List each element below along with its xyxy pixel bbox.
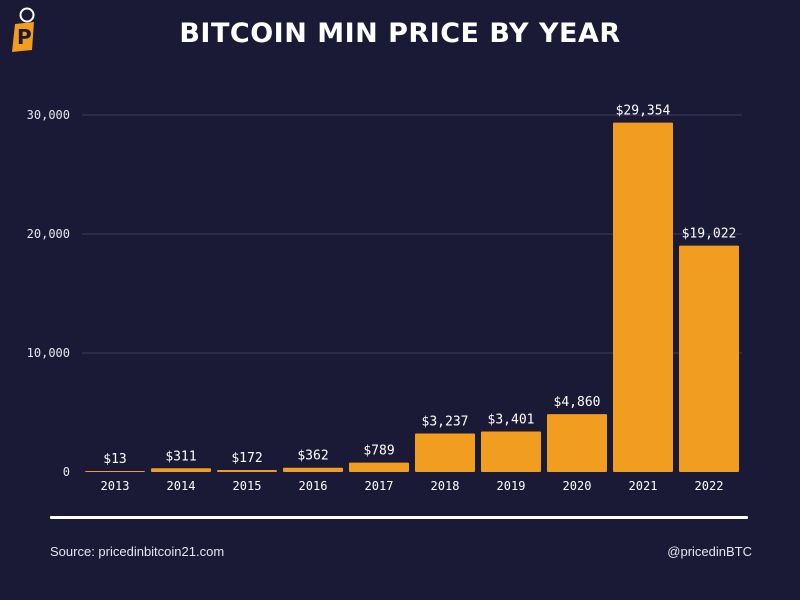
chart-title: BITCOIN MIN PRICE BY YEAR	[179, 18, 621, 49]
x-tick-label: 2015	[233, 479, 262, 493]
bar	[481, 431, 541, 472]
x-tick-label: 2020	[563, 479, 592, 493]
footer-divider	[50, 516, 748, 519]
bar	[415, 433, 475, 472]
x-tick-label: 2016	[299, 479, 328, 493]
x-tick-label: 2019	[497, 479, 526, 493]
svg-text:P: P	[17, 25, 32, 49]
data-label: $3,237	[422, 414, 469, 429]
x-tick-label: 2021	[629, 479, 658, 493]
data-label: $3,401	[488, 413, 535, 428]
data-label: $4,860	[554, 395, 601, 410]
x-tick-label: 2014	[167, 479, 196, 493]
y-tick-label: 20,000	[27, 227, 70, 241]
x-tick-label: 2013	[101, 479, 130, 493]
brand-logo-icon: P	[12, 7, 35, 52]
bar	[349, 462, 409, 472]
bar	[679, 245, 739, 472]
y-tick-label: 30,000	[27, 108, 70, 122]
data-label: $362	[297, 449, 328, 464]
x-tick-label: 2018	[431, 479, 460, 493]
bar	[151, 468, 211, 472]
data-label: $789	[363, 444, 394, 459]
bar	[283, 467, 343, 472]
y-tick-label: 10,000	[27, 346, 70, 360]
social-handle: @pricedinBTC	[667, 544, 752, 559]
bar	[613, 122, 673, 472]
bar	[217, 469, 277, 472]
y-tick-label: 0	[63, 465, 70, 479]
x-tick-label: 2017	[365, 479, 394, 493]
data-label: $19,022	[682, 227, 737, 242]
bar	[547, 414, 607, 472]
data-label: $13	[103, 452, 126, 467]
x-tick-label: 2022	[695, 479, 724, 493]
bar	[85, 471, 145, 472]
source-text: Source: pricedinbitcoin21.com	[50, 544, 225, 559]
data-label: $172	[231, 451, 262, 466]
data-label: $29,354	[616, 104, 671, 119]
data-label: $311	[165, 449, 196, 464]
